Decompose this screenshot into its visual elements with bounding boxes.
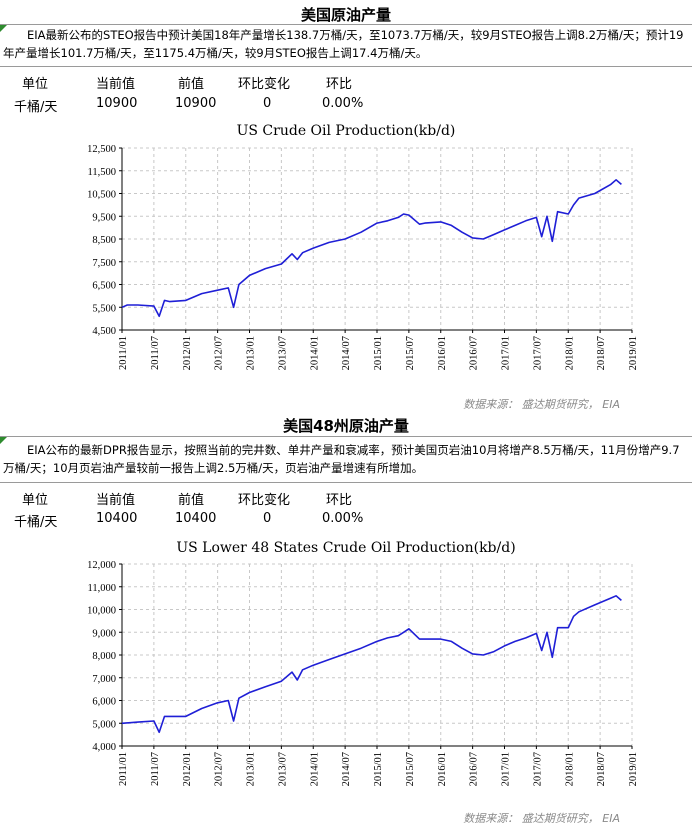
y-tick-label: 12,500	[87, 144, 116, 155]
x-tick-label: 2012/01	[182, 752, 193, 786]
x-tick-label: 2017/01	[501, 752, 512, 786]
x-tick-label: 2015/01	[373, 752, 384, 786]
header-change: 环比变化	[238, 77, 291, 92]
header-previous: 前值	[178, 493, 205, 508]
cell-previous: 10400	[175, 511, 217, 526]
series-line	[121, 594, 622, 734]
lower48-production-chart: 4,000 5,000 6,000 7,000 8,000 9,000 10,000 11,0…	[87, 560, 639, 786]
x-tick-label: 2017/01	[501, 336, 512, 370]
x-tick-label: 2013/01	[246, 336, 257, 370]
x-tick-label: 2015/07	[405, 336, 416, 370]
x-tick-label: 2018/01	[564, 336, 575, 370]
x-tick-label: 2014/07	[341, 336, 352, 370]
y-tick-label: 8,000	[92, 651, 116, 662]
header-change: 环比变化	[238, 493, 291, 508]
header-unit: 单位	[22, 77, 49, 92]
header-current: 当前值	[96, 77, 136, 92]
y-tick-label: 11,500	[88, 167, 117, 178]
corner-marker-icon	[0, 437, 7, 444]
x-tick-label: 2018/07	[596, 336, 607, 370]
y-tick-label: 5,500	[92, 303, 116, 314]
series-line	[121, 178, 622, 318]
section-title: 美国原油产量	[300, 6, 391, 24]
x-tick-label: 2019/01	[628, 752, 639, 786]
x-tick-label: 2013/01	[246, 752, 257, 786]
x-tick-label: 2018/01	[564, 752, 575, 786]
x-tick-label: 2016/07	[469, 752, 480, 786]
section-divider	[0, 436, 692, 437]
y-tick-label: 4,500	[92, 326, 116, 337]
y-tick-label: 7,500	[92, 258, 116, 269]
x-tick-label: 2015/01	[373, 336, 384, 370]
x-tick-label: 2012/07	[214, 752, 225, 786]
data-table-header: 单位 当前值 前值 环比变化 环比	[0, 487, 692, 508]
cell-change: 0	[263, 96, 272, 111]
y-tick-label: 10,500	[87, 190, 116, 201]
data-source: 数据来源： 盛达期货研究， EIA	[463, 812, 620, 825]
section-title: 美国48州原油产量	[283, 417, 409, 435]
x-tick-label: 2016/01	[437, 336, 448, 370]
x-tick-label: 2011/01	[118, 336, 129, 370]
x-tick-label: 2014/07	[341, 752, 352, 786]
header-change-pct: 环比	[326, 493, 353, 508]
cell-unit: 千桶/天	[14, 100, 58, 115]
section-description: EIA最新公布的STEO报告中预计美国18年产量增长138.7万桶/天，至107…	[3, 28, 684, 60]
x-tick-label: 2016/07	[469, 336, 480, 370]
x-tick-label: 2012/01	[182, 336, 193, 370]
x-tick-label: 2014/01	[309, 336, 320, 370]
x-tick-label: 2013/07	[277, 336, 288, 370]
cell-change-pct: 0.00%	[322, 511, 364, 526]
x-tick-label: 2018/07	[596, 752, 607, 786]
x-tick-label: 2011/01	[118, 752, 129, 786]
cell-previous: 10900	[175, 96, 217, 111]
y-tick-label: 6,000	[92, 697, 116, 708]
y-tick-label: 9,500	[92, 212, 116, 223]
y-tick-label: 7,000	[92, 674, 116, 685]
header-unit: 单位	[22, 493, 49, 508]
x-tick-label: 2014/01	[309, 752, 320, 786]
y-tick-label: 8,500	[92, 235, 116, 246]
section-divider	[0, 482, 692, 483]
x-tick-label: 2011/07	[150, 336, 161, 370]
header-current: 当前值	[96, 493, 136, 508]
chart-title: US Crude Oil Production(kb/d)	[236, 123, 456, 139]
cell-change-pct: 0.00%	[322, 96, 364, 111]
section-divider	[0, 66, 692, 67]
x-tick-label: 2019/01	[628, 336, 639, 370]
section-divider	[0, 24, 692, 25]
data-table-header: 单位 当前值 前值 环比变化 环比	[0, 71, 692, 92]
x-tick-label: 2012/07	[214, 336, 225, 370]
cell-current: 10400	[96, 511, 138, 526]
cell-unit: 千桶/天	[14, 515, 58, 530]
x-tick-label: 2017/07	[532, 752, 543, 786]
x-tick-label: 2017/07	[532, 336, 543, 370]
y-tick-label: 6,500	[92, 281, 116, 292]
corner-marker-icon	[0, 25, 7, 32]
data-source: 数据来源： 盛达期货研究， EIA	[463, 398, 620, 411]
y-tick-label: 10,000	[87, 606, 116, 617]
cell-current: 10900	[96, 96, 138, 111]
x-tick-label: 2015/07	[405, 752, 416, 786]
section-description: EIA公布的最新DPR报告显示，按照当前的完井数、单井产量和衰减率，预计美国页岩…	[3, 443, 680, 475]
y-tick-label: 5,000	[92, 719, 116, 730]
y-tick-label: 12,000	[87, 560, 116, 571]
crude-production-chart: 4,500 5,500 6,500 7,500 8,500 9,500 10,500 11,5…	[87, 144, 639, 370]
y-tick-label: 9,000	[92, 628, 116, 639]
y-tick-label: 4,000	[92, 742, 116, 753]
chart-title: US Lower 48 States Crude Oil Production(…	[176, 540, 516, 556]
x-tick-label: 2011/07	[150, 752, 161, 786]
data-table-row: 千桶/天 10900 10900 0 0.00%	[0, 94, 692, 115]
header-previous: 前值	[178, 77, 205, 92]
header-change-pct: 环比	[326, 77, 353, 92]
x-tick-label: 2013/07	[277, 752, 288, 786]
data-table-row: 千桶/天 10400 10400 0 0.00%	[0, 509, 692, 530]
y-tick-label: 11,000	[88, 583, 117, 594]
x-tick-label: 2016/01	[437, 752, 448, 786]
cell-change: 0	[263, 511, 272, 526]
